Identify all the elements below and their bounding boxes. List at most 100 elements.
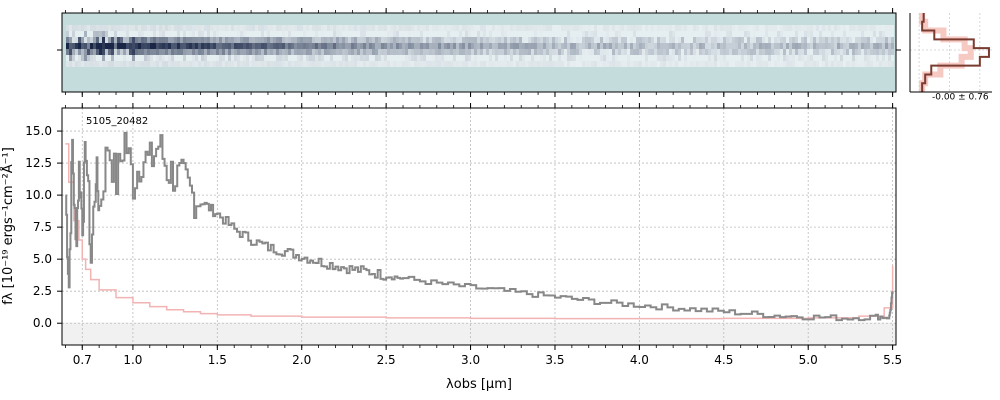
trace-cell xyxy=(723,37,726,43)
trace-cell xyxy=(141,55,144,61)
trace-cell xyxy=(444,43,447,49)
trace-cell xyxy=(459,37,462,43)
trace-cell xyxy=(846,55,849,61)
trace-cell xyxy=(102,37,105,43)
trace-halo-cell xyxy=(606,61,609,67)
trace-cell xyxy=(456,49,459,55)
trace-cell xyxy=(546,31,549,37)
trace-cell xyxy=(576,55,579,61)
trace-cell xyxy=(474,37,477,43)
trace-halo-cell xyxy=(618,61,621,67)
trace-cell xyxy=(774,43,777,49)
trace-cell xyxy=(342,31,345,37)
trace-cell xyxy=(837,31,840,37)
trace-cell xyxy=(414,37,417,43)
trace-halo-cell xyxy=(423,25,426,31)
trace-halo-cell xyxy=(600,61,603,67)
trace-cell xyxy=(357,31,360,37)
trace-cell xyxy=(66,49,69,55)
trace-cell xyxy=(327,37,330,43)
trace-cell xyxy=(813,31,816,37)
trace-cell xyxy=(207,37,210,43)
trace-cell xyxy=(150,55,153,61)
trace-cell xyxy=(810,37,813,43)
trace-halo-cell xyxy=(333,25,336,31)
trace-cell xyxy=(801,37,804,43)
trace-cell xyxy=(90,49,93,55)
trace-cell xyxy=(456,55,459,61)
trace-cell xyxy=(363,49,366,55)
trace-cell xyxy=(168,49,171,55)
trace-cell xyxy=(537,49,540,55)
trace-halo-cell xyxy=(255,61,258,67)
trace-cell xyxy=(261,37,264,43)
trace-cell xyxy=(876,49,879,55)
trace-cell xyxy=(168,55,171,61)
trace-cell xyxy=(351,31,354,37)
trace-cell xyxy=(708,37,711,43)
trace-halo-cell xyxy=(831,61,834,67)
trace-cell xyxy=(288,37,291,43)
trace-cell xyxy=(144,43,147,49)
trace-cell xyxy=(138,49,141,55)
trace-cell xyxy=(747,55,750,61)
trace-cell xyxy=(417,37,420,43)
trace-cell xyxy=(645,55,648,61)
trace-cell xyxy=(453,31,456,37)
trace-halo-cell xyxy=(111,61,114,67)
trace-halo-cell xyxy=(429,25,432,31)
trace-cell xyxy=(279,43,282,49)
trace-cell xyxy=(201,55,204,61)
trace-cell xyxy=(519,37,522,43)
trace-cell xyxy=(132,49,135,55)
trace-cell xyxy=(330,31,333,37)
trace-halo-cell xyxy=(315,25,318,31)
x-tick-label: 3.0 xyxy=(461,353,480,367)
trace-halo-cell xyxy=(138,61,141,67)
trace-cell xyxy=(636,31,639,37)
trace-cell xyxy=(789,55,792,61)
trace-halo-cell xyxy=(453,25,456,31)
trace-cell xyxy=(585,55,588,61)
trace-halo-cell xyxy=(714,25,717,31)
trace-cell xyxy=(210,43,213,49)
trace-cell xyxy=(156,55,159,61)
trace-cell xyxy=(219,37,222,43)
trace-cell xyxy=(597,37,600,43)
trace-halo-cell xyxy=(513,25,516,31)
trace-halo-cell xyxy=(717,25,720,31)
trace-halo-cell xyxy=(513,61,516,67)
trace-cell xyxy=(705,37,708,43)
trace-cell xyxy=(777,49,780,55)
trace-cell xyxy=(381,55,384,61)
trace-cell xyxy=(771,43,774,49)
trace-halo-cell xyxy=(72,61,75,67)
trace-cell xyxy=(312,55,315,61)
trace-cell xyxy=(801,49,804,55)
trace-cell xyxy=(273,43,276,49)
trace-cell xyxy=(705,31,708,37)
trace-cell xyxy=(123,37,126,43)
trace-halo-cell xyxy=(243,61,246,67)
trace-cell xyxy=(354,31,357,37)
trace-cell xyxy=(270,43,273,49)
trace-cell xyxy=(843,43,846,49)
trace-halo-cell xyxy=(213,61,216,67)
trace-cell xyxy=(756,49,759,55)
trace-cell xyxy=(672,55,675,61)
trace-cell xyxy=(192,37,195,43)
trace-cell xyxy=(408,31,411,37)
trace-halo-cell xyxy=(417,61,420,67)
trace-halo-cell xyxy=(888,61,891,67)
trace-halo-cell xyxy=(663,25,666,31)
trace-cell xyxy=(141,31,144,37)
trace-halo-cell xyxy=(594,61,597,67)
trace-cell xyxy=(567,31,570,37)
trace-cell xyxy=(90,43,93,49)
trace-halo-cell xyxy=(786,25,789,31)
trace-cell xyxy=(258,31,261,37)
trace-halo-cell xyxy=(789,61,792,67)
trace-cell xyxy=(495,43,498,49)
trace-cell xyxy=(576,49,579,55)
trace-cell xyxy=(267,43,270,49)
